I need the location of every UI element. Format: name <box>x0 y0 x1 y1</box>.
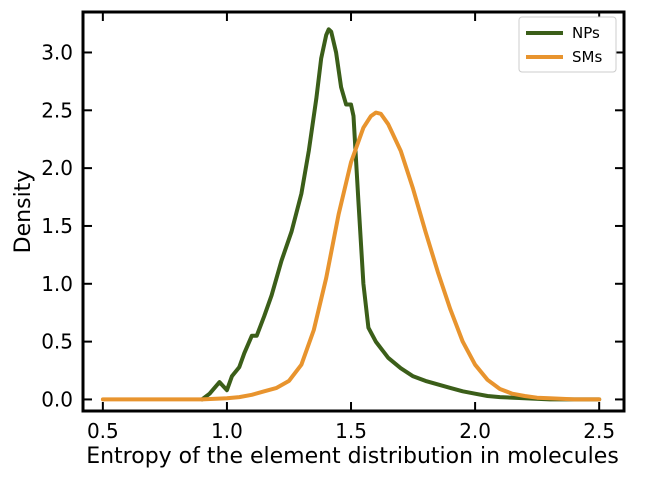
plot-area <box>100 27 602 402</box>
y-tick-label: 1.0 <box>41 272 73 296</box>
x-axis-ticks: 0.5 1.0 1.5 2.0 2.5 <box>87 12 615 443</box>
y-tick-label: 0.0 <box>41 387 73 411</box>
series-line-sms <box>100 110 602 402</box>
x-tick-label: 0.5 <box>87 419 119 443</box>
legend-label-nps: NPs <box>572 24 600 42</box>
x-tick-label: 2.0 <box>459 419 491 443</box>
x-tick-label: 2.5 <box>583 419 615 443</box>
y-axis-ticks: 0.0 0.5 1.0 1.5 2.0 2.5 3.0 <box>41 40 624 411</box>
y-tick-label: 0.5 <box>41 330 73 354</box>
y-tick-label: 2.0 <box>41 156 73 180</box>
x-tick-label: 1.0 <box>211 419 243 443</box>
y-tick-label: 2.5 <box>41 98 73 122</box>
axes-frame <box>81 10 626 413</box>
y-tick-label: 1.5 <box>41 214 73 238</box>
legend-label-sms: SMs <box>572 48 602 66</box>
x-axis-label: Entropy of the element distribution in m… <box>86 444 619 469</box>
series-line-nps <box>200 27 602 402</box>
y-tick-label: 3.0 <box>41 40 73 64</box>
y-axis-label: Density <box>11 170 36 254</box>
legend: NPs SMs <box>518 16 617 73</box>
x-tick-label: 1.5 <box>335 419 367 443</box>
